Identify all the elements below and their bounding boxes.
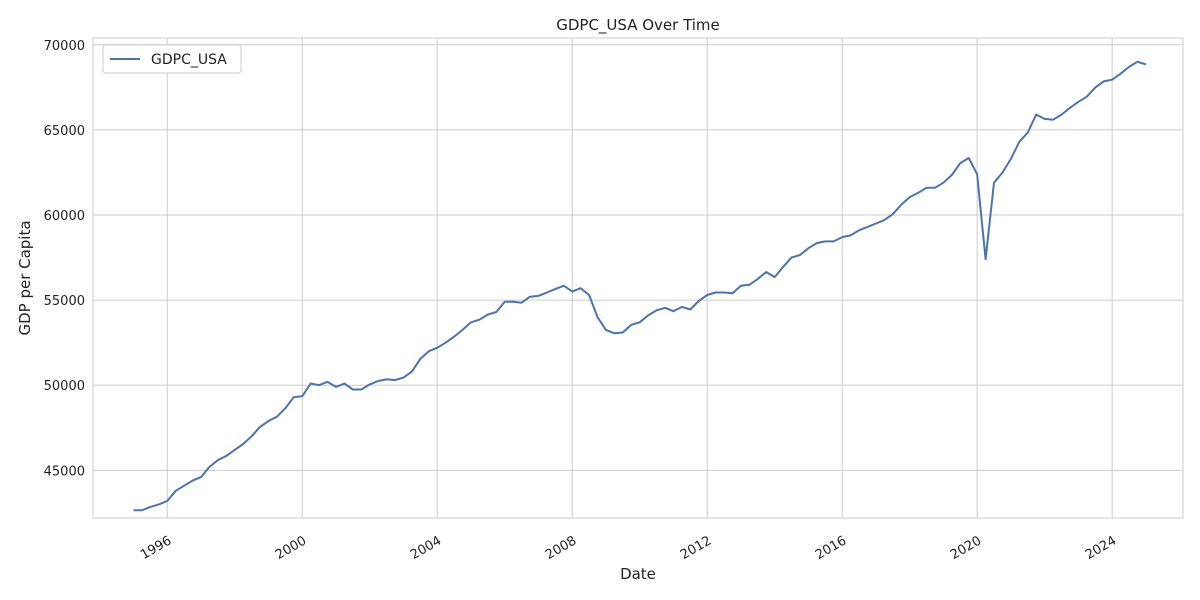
x-tick-label: 1996 xyxy=(138,533,174,563)
x-tick-label: 2024 xyxy=(1083,533,1119,563)
x-tick-labels: 1996 2000 2004 2008 2012 2016 2020 2024 xyxy=(138,533,1119,563)
chart-title: GDPC_USA Over Time xyxy=(556,16,720,35)
grid-layer xyxy=(93,38,1183,518)
y-tick-label: 50000 xyxy=(44,379,85,394)
y-tick-label: 60000 xyxy=(44,209,85,224)
plot-frame xyxy=(92,37,1184,519)
series-line-gdpc-usa xyxy=(133,60,1147,512)
x-tick-label: 2008 xyxy=(543,533,579,563)
y-tick-label: 65000 xyxy=(44,124,85,139)
legend: GDPC_USA xyxy=(102,44,242,74)
x-tick-label: 2000 xyxy=(273,533,309,563)
x-tick-label: 2004 xyxy=(408,533,444,563)
y-tick-label: 70000 xyxy=(44,39,85,54)
legend-box xyxy=(102,44,242,74)
x-tick-label: 2012 xyxy=(678,533,714,563)
y-tick-label: 55000 xyxy=(44,294,85,309)
y-tick-label: 45000 xyxy=(44,464,85,479)
y-axis-title: GDP per Capita xyxy=(16,220,34,335)
x-axis-title: Date xyxy=(620,565,656,583)
x-tick-label: 2016 xyxy=(813,533,849,563)
y-tick-labels: 45000 50000 55000 60000 65000 70000 xyxy=(44,39,85,480)
x-tick-label: 2020 xyxy=(948,533,984,563)
legend-label: GDPC_USA xyxy=(151,52,227,68)
